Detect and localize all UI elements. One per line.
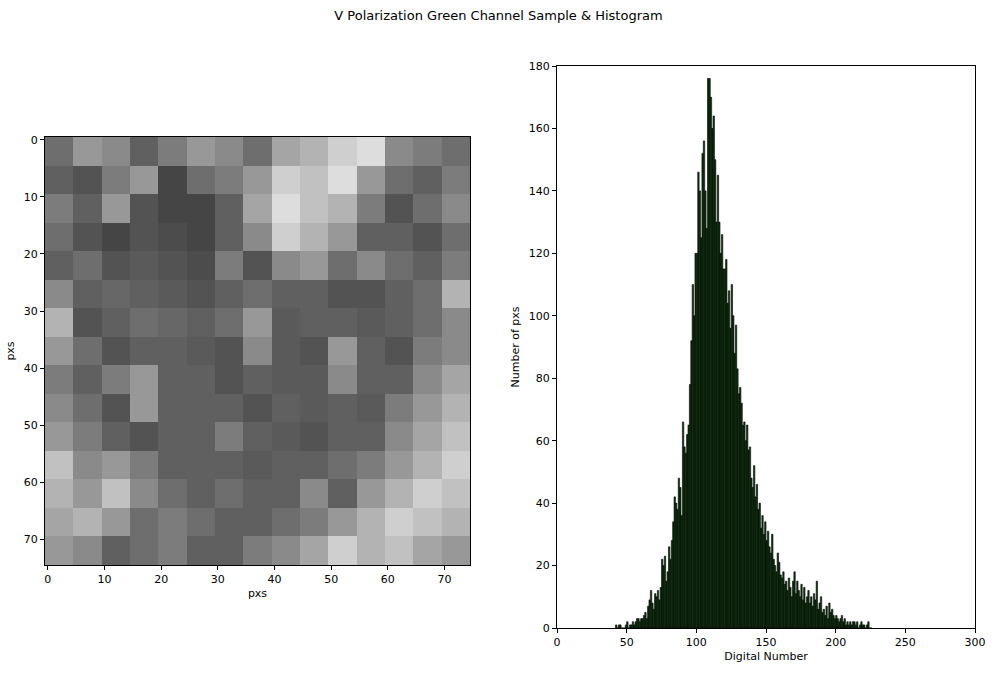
svg-text:40: 40 bbox=[536, 497, 550, 510]
svg-text:20: 20 bbox=[536, 559, 550, 572]
svg-text:180: 180 bbox=[529, 60, 550, 73]
svg-text:150: 150 bbox=[756, 636, 777, 649]
svg-text:Digital Number: Digital Number bbox=[724, 650, 808, 663]
svg-text:40: 40 bbox=[24, 362, 38, 375]
svg-text:120: 120 bbox=[529, 247, 550, 260]
svg-text:200: 200 bbox=[825, 636, 846, 649]
svg-text:60: 60 bbox=[381, 573, 395, 586]
svg-text:300: 300 bbox=[965, 636, 986, 649]
svg-text:160: 160 bbox=[529, 122, 550, 135]
svg-text:50: 50 bbox=[324, 573, 338, 586]
svg-text:100: 100 bbox=[529, 310, 550, 323]
svg-text:20: 20 bbox=[154, 573, 168, 586]
svg-text:20: 20 bbox=[24, 248, 38, 261]
svg-text:100: 100 bbox=[686, 636, 707, 649]
svg-text:40: 40 bbox=[268, 573, 282, 586]
svg-text:0: 0 bbox=[543, 622, 550, 635]
svg-text:10: 10 bbox=[24, 191, 38, 204]
svg-text:30: 30 bbox=[211, 573, 225, 586]
svg-text:0: 0 bbox=[554, 636, 561, 649]
svg-text:0: 0 bbox=[44, 573, 51, 586]
svg-text:70: 70 bbox=[438, 573, 452, 586]
svg-text:V Polarization Green Channel S: V Polarization Green Channel Sample & Hi… bbox=[334, 8, 662, 23]
svg-text:50: 50 bbox=[24, 419, 38, 432]
svg-text:10: 10 bbox=[98, 573, 112, 586]
svg-text:80: 80 bbox=[536, 372, 550, 385]
svg-text:pxs: pxs bbox=[4, 341, 17, 360]
svg-text:50: 50 bbox=[620, 636, 634, 649]
svg-text:250: 250 bbox=[895, 636, 916, 649]
svg-text:70: 70 bbox=[24, 533, 38, 546]
svg-text:140: 140 bbox=[529, 185, 550, 198]
svg-text:0: 0 bbox=[31, 134, 38, 147]
svg-text:60: 60 bbox=[536, 435, 550, 448]
svg-text:Number of pxs: Number of pxs bbox=[509, 306, 522, 387]
svg-text:pxs: pxs bbox=[248, 587, 267, 600]
svg-text:60: 60 bbox=[24, 476, 38, 489]
svg-text:30: 30 bbox=[24, 305, 38, 318]
